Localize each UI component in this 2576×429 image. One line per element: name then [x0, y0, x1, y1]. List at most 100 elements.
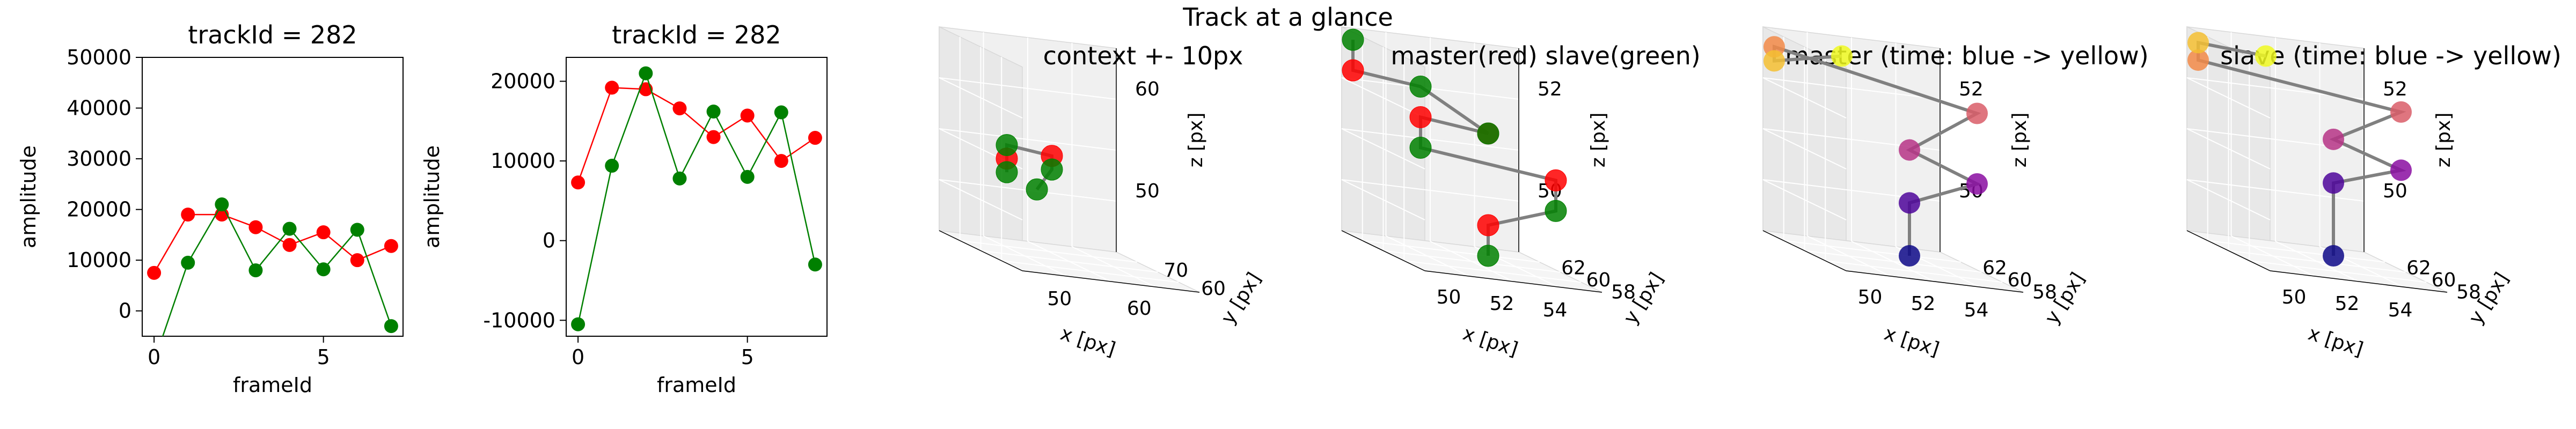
- marker-master: [774, 154, 788, 168]
- z-axis-label: z [px]: [2009, 113, 2031, 168]
- y-tick-label: 60: [2432, 269, 2456, 291]
- y-tick-label: 0: [119, 299, 131, 323]
- y-tick-label: 60: [1201, 278, 1226, 300]
- line-panel-1: trackId = 282 0 5 0 10000 20000 30000 40000 5000…: [17, 20, 404, 397]
- marker-master: [384, 239, 398, 253]
- panel-title: trackId = 282: [612, 20, 781, 49]
- marker-slave: [706, 105, 721, 119]
- marker-slave: [1409, 76, 1432, 98]
- marker-slave: [605, 159, 619, 173]
- y-tick-label: 62: [1982, 257, 2007, 279]
- marker-master: [1545, 169, 1567, 191]
- z-axis-label: z [px]: [1587, 113, 1609, 168]
- z-tick-label: 50: [1135, 180, 1160, 202]
- time-marker: [2187, 32, 2209, 54]
- x-tick-label: 5: [317, 345, 330, 369]
- time-marker: [1899, 139, 1920, 161]
- marker-master: [571, 175, 586, 190]
- x-axis-line: [1022, 270, 1200, 293]
- x-axis-line: [2270, 270, 2448, 293]
- x-tick-label: 50: [2282, 286, 2307, 308]
- x-tick-label: 60: [1127, 298, 1152, 320]
- marker-slave: [639, 66, 653, 80]
- y-tick-label: 10000: [491, 149, 555, 173]
- track-path: [1351, 40, 1557, 256]
- z-axis-label: z [px]: [2433, 113, 2455, 168]
- x-axis-label: x [px]: [1058, 322, 1118, 360]
- x-tick-label: 0: [572, 345, 584, 369]
- x-tick-label: 0: [148, 345, 160, 369]
- x-tick-label: 52: [2335, 293, 2360, 315]
- x-axis-label: x [px]: [1882, 322, 1942, 360]
- x-axis-line: [1846, 270, 2024, 293]
- time-marker: [2187, 49, 2209, 71]
- marker-master: [1477, 214, 1499, 236]
- y-axis-label: amplitude: [17, 145, 40, 248]
- marker-slave: [1409, 137, 1432, 159]
- y-tick-label: 58: [2456, 282, 2481, 304]
- marker-slave: [571, 317, 586, 331]
- y-tick-label: 0: [543, 229, 555, 253]
- marker-master: [147, 265, 162, 280]
- time-marker: [2390, 159, 2412, 181]
- marker-slave: [996, 161, 1018, 183]
- time-marker: [2390, 101, 2412, 123]
- marker-master: [282, 238, 297, 252]
- marker-slave: [215, 197, 229, 212]
- plot-frame: [142, 57, 404, 337]
- time-marker: [1831, 45, 1853, 67]
- x-axis-label: frameId: [233, 373, 312, 397]
- marker-slave: [1477, 245, 1499, 267]
- marker-slave: [672, 171, 687, 186]
- marker-master: [248, 220, 263, 234]
- z-axis-label: z [px]: [1185, 113, 1207, 168]
- marker-slave: [740, 169, 755, 184]
- marker-slave: [248, 263, 263, 278]
- marker-slave: [1477, 122, 1499, 145]
- marker-slave: [1041, 158, 1063, 181]
- x-tick-label: 50: [1047, 288, 1072, 310]
- y-tick-label: 58: [1611, 282, 1636, 304]
- marker-slave: [1026, 178, 1048, 201]
- marker-master: [672, 101, 687, 116]
- grid-line: [1001, 260, 1179, 283]
- y-tick-label: 10000: [67, 248, 131, 272]
- y-tick-label: 20000: [491, 70, 555, 93]
- grid-line: [1404, 260, 1582, 283]
- x-tick-label: 54: [2388, 299, 2413, 321]
- z-tick-label: 52: [1959, 78, 1984, 100]
- marker-master: [316, 225, 331, 240]
- y-axis-line: [1341, 230, 1425, 271]
- 3d-panel-2: master(red) slave(green)50 52 545860625052…: [1341, 26, 1701, 361]
- time-marker: [1763, 50, 1785, 72]
- grid-line: [2249, 260, 2427, 283]
- time-marker: [1966, 102, 1988, 124]
- time-marker: [1966, 173, 1988, 195]
- panel-title: master(red) slave(green): [1391, 41, 1700, 70]
- y-tick-label: 60: [1586, 269, 1611, 291]
- marker-master: [740, 108, 755, 123]
- x-tick-label: 50: [1858, 286, 1883, 308]
- series-line-slave: [577, 71, 816, 324]
- x-tick-label: 52: [1911, 293, 1936, 315]
- x-tick-label: 50: [1437, 286, 1461, 308]
- marker-slave: [1545, 199, 1567, 222]
- x-axis-line: [1424, 270, 1602, 293]
- z-tick-label: 52: [2383, 78, 2407, 100]
- y-tick-label: 30000: [67, 147, 131, 171]
- grid-line: [2231, 235, 2315, 277]
- marker-slave: [282, 221, 297, 236]
- marker-master: [1342, 59, 1364, 82]
- grid-line: [2228, 250, 2406, 273]
- grid-line: [1762, 77, 1847, 119]
- grid-line: [980, 250, 1158, 273]
- figure-suptitle: Track at a glance: [1182, 3, 1393, 32]
- grid-line: [1825, 260, 2003, 283]
- grid-line: [939, 77, 1023, 119]
- marker-slave: [316, 262, 331, 277]
- marker-slave: [181, 255, 195, 270]
- time-marker: [1899, 192, 1920, 214]
